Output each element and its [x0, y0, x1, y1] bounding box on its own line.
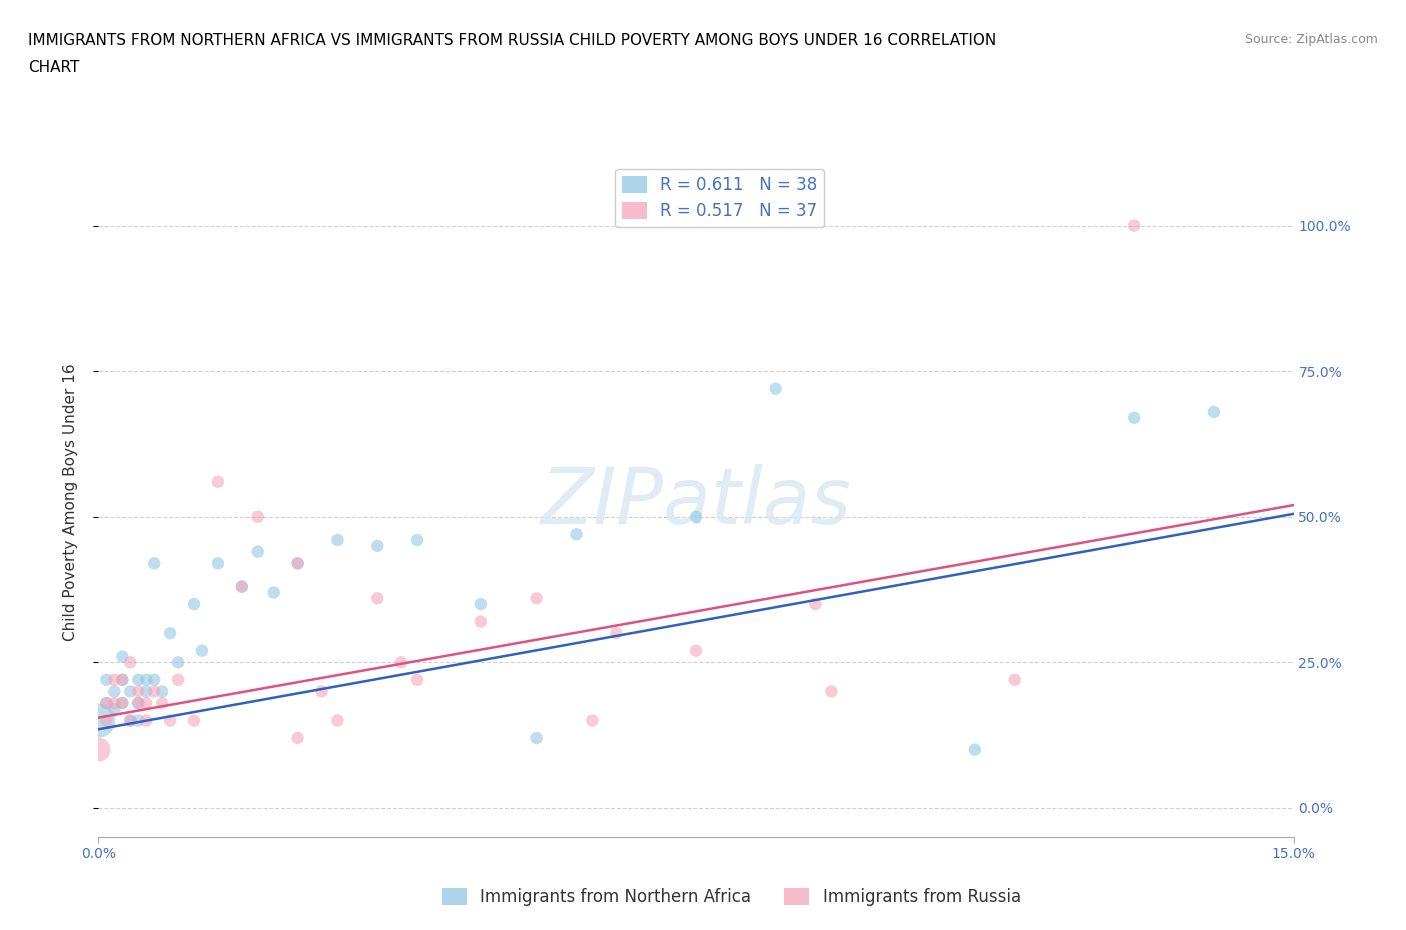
- Point: [246, 510, 269, 525]
- Point: [120, 713, 142, 728]
- Point: [1202, 405, 1225, 419]
- Point: [526, 591, 548, 605]
- Point: [311, 684, 333, 698]
- Point: [406, 672, 429, 687]
- Point: [326, 713, 349, 728]
- Point: [127, 684, 149, 698]
- Point: [111, 672, 134, 687]
- Point: [526, 731, 548, 746]
- Point: [565, 526, 588, 541]
- Point: [167, 655, 190, 670]
- Point: [804, 597, 827, 612]
- Point: [111, 672, 134, 687]
- Point: [103, 696, 125, 711]
- Text: ZIPatlas: ZIPatlas: [540, 464, 852, 540]
- Point: [167, 672, 190, 687]
- Point: [103, 672, 125, 687]
- Point: [111, 696, 134, 711]
- Point: [150, 696, 173, 711]
- Point: [135, 684, 157, 698]
- Point: [103, 684, 125, 698]
- Point: [231, 579, 253, 594]
- Y-axis label: Child Poverty Among Boys Under 16: Child Poverty Among Boys Under 16: [63, 364, 77, 641]
- Point: [963, 742, 986, 757]
- Point: [96, 696, 118, 711]
- Point: [120, 684, 142, 698]
- Point: [207, 556, 229, 571]
- Point: [287, 731, 309, 746]
- Point: [287, 556, 309, 571]
- Point: [1004, 672, 1026, 687]
- Point: [326, 533, 349, 548]
- Point: [135, 713, 157, 728]
- Point: [685, 644, 707, 658]
- Point: [263, 585, 285, 600]
- Text: CHART: CHART: [28, 60, 80, 75]
- Point: [127, 696, 149, 711]
- Point: [127, 672, 149, 687]
- Point: [127, 713, 149, 728]
- Point: [143, 556, 166, 571]
- Point: [389, 655, 412, 670]
- Point: [127, 696, 149, 711]
- Legend: Immigrants from Northern Africa, Immigrants from Russia: Immigrants from Northern Africa, Immigra…: [434, 881, 1028, 912]
- Point: [103, 701, 125, 716]
- Point: [470, 597, 492, 612]
- Point: [159, 713, 181, 728]
- Point: [135, 672, 157, 687]
- Point: [96, 696, 118, 711]
- Point: [765, 381, 787, 396]
- Point: [470, 614, 492, 629]
- Point: [246, 544, 269, 559]
- Point: [87, 713, 110, 728]
- Point: [111, 696, 134, 711]
- Point: [96, 672, 118, 687]
- Legend: R = 0.611   N = 38, R = 0.517   N = 37: R = 0.611 N = 38, R = 0.517 N = 37: [616, 169, 824, 227]
- Point: [143, 684, 166, 698]
- Point: [111, 649, 134, 664]
- Point: [183, 597, 205, 612]
- Point: [183, 713, 205, 728]
- Point: [1123, 219, 1146, 233]
- Point: [159, 626, 181, 641]
- Point: [231, 579, 253, 594]
- Point: [820, 684, 842, 698]
- Point: [685, 510, 707, 525]
- Point: [287, 556, 309, 571]
- Point: [143, 672, 166, 687]
- Point: [1123, 410, 1146, 425]
- Point: [366, 591, 388, 605]
- Point: [150, 684, 173, 698]
- Point: [605, 626, 627, 641]
- Text: Source: ZipAtlas.com: Source: ZipAtlas.com: [1244, 33, 1378, 46]
- Point: [120, 713, 142, 728]
- Point: [96, 713, 118, 728]
- Point: [87, 742, 110, 757]
- Point: [366, 538, 388, 553]
- Point: [135, 696, 157, 711]
- Point: [191, 644, 214, 658]
- Text: IMMIGRANTS FROM NORTHERN AFRICA VS IMMIGRANTS FROM RUSSIA CHILD POVERTY AMONG BO: IMMIGRANTS FROM NORTHERN AFRICA VS IMMIG…: [28, 33, 997, 47]
- Point: [581, 713, 603, 728]
- Point: [406, 533, 429, 548]
- Point: [207, 474, 229, 489]
- Point: [120, 655, 142, 670]
